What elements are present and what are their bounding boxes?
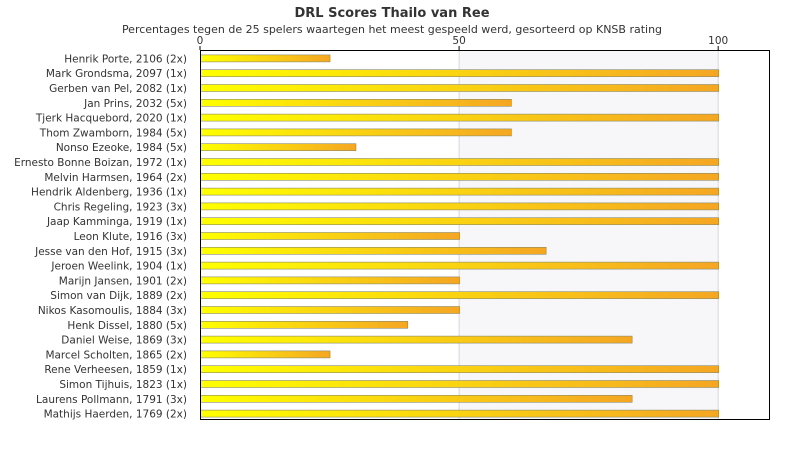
category-label: Henk Dissel, 1880 (5x) (67, 320, 187, 332)
category-label: Laurens Pollmann, 1791 (3x) (36, 394, 187, 406)
bar (200, 247, 547, 255)
bar (200, 202, 719, 211)
bar (200, 173, 719, 181)
category-label: Mathijs Haerden, 1769 (2x) (44, 409, 187, 421)
background-band (459, 50, 719, 420)
bar (200, 409, 719, 418)
bar (200, 84, 719, 92)
category-label: Simon van Dijk, 1889 (2x) (50, 290, 187, 302)
category-label: Simon Tijhuis, 1823 (1x) (59, 379, 187, 391)
category-label: Hendrik Aldenberg, 1936 (1x) (31, 187, 187, 199)
tick-label: 50 (452, 35, 465, 47)
bar (200, 320, 409, 329)
bar (200, 187, 719, 196)
plot-frame (200, 50, 770, 420)
bar (200, 143, 357, 151)
category-label: Tjerk Hacquebord, 2020 (1x) (35, 113, 187, 125)
background-band (718, 50, 770, 420)
bar (200, 291, 719, 300)
bar (200, 69, 719, 77)
bar (200, 350, 331, 359)
category-label: Jaap Kamminga, 1919 (1x) (46, 216, 187, 228)
bar (200, 276, 460, 285)
category-label: Marcel Scholten, 1865 (2x) (45, 349, 187, 361)
bar (200, 306, 460, 314)
bar (200, 54, 331, 63)
category-label: Mark Grondsma, 2097 (1x) (46, 68, 187, 80)
bar (200, 335, 633, 344)
tick-label: 100 (708, 35, 728, 47)
bar (200, 365, 719, 374)
category-label: Jan Prins, 2032 (5x) (83, 98, 187, 110)
bar (200, 232, 460, 240)
category-label: Rene Verheesen, 1859 (1x) (44, 364, 187, 376)
bar (200, 394, 633, 403)
bar (200, 217, 719, 225)
bar (200, 113, 719, 122)
category-label: Melvin Harmsen, 1964 (2x) (44, 172, 187, 184)
category-label: Daniel Weise, 1869 (3x) (61, 335, 187, 347)
bar (200, 128, 512, 137)
chart-subtitle: Percentages tegen de 25 spelers waartege… (122, 23, 662, 36)
tick-label: 0 (197, 35, 204, 47)
category-label: Henrik Porte, 2106 (2x) (64, 53, 187, 65)
bar (200, 261, 719, 270)
bar (200, 380, 719, 388)
category-label: Jesse van den Hof, 1915 (3x) (34, 246, 187, 258)
bar (200, 99, 512, 107)
category-label: Marijn Jansen, 1901 (2x) (59, 275, 187, 287)
category-label: Nonso Ezeoke, 1984 (5x) (56, 142, 187, 154)
category-label: Ernesto Bonne Boizan, 1972 (1x) (14, 157, 187, 169)
category-label: Jeroen Weelink, 1904 (1x) (50, 261, 187, 273)
category-label: Leon Klute, 1916 (3x) (74, 231, 187, 243)
category-label: Chris Regeling, 1923 (3x) (54, 201, 187, 213)
category-labels: Henrik Porte, 2106 (2x) Mark Grondsma, 20… (14, 53, 187, 420)
x-axis-ticks: 0 50 100 (197, 35, 728, 50)
category-label: Gerben van Pel, 2082 (1x) (49, 83, 187, 95)
chart-title: DRL Scores Thailo van Ree (294, 6, 489, 21)
category-label: Thom Zwamborn, 1984 (5x) (39, 127, 187, 139)
bar (200, 158, 719, 166)
category-label: Nikos Kasomoulis, 1884 (3x) (38, 305, 187, 317)
